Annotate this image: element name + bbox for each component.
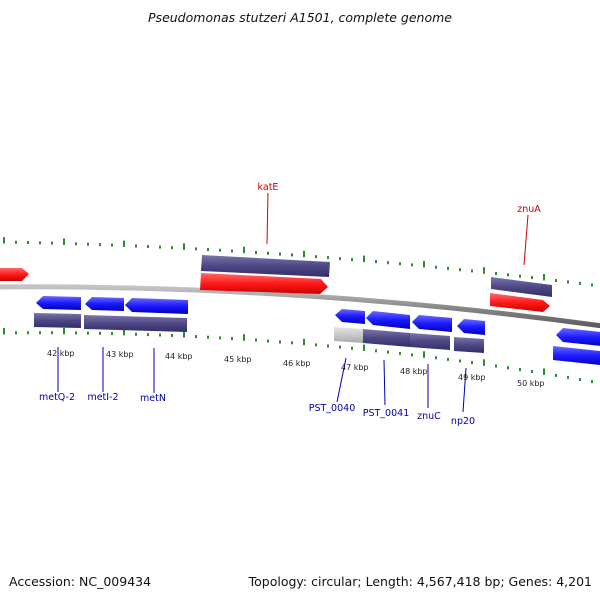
PST_0041-label-connector [383,359,386,406]
metQ-2-gene-arrow[interactable] [36,296,81,310]
znuC-label[interactable]: znuC [417,411,441,422]
scale-label-48kbp: 48 kbp [400,367,428,376]
metI-2-label[interactable]: metI-2 [87,392,118,403]
genome-backbone [0,284,600,329]
znuA-cds-bar[interactable] [491,277,552,297]
znuC-gene-arrow[interactable] [412,315,452,332]
PST_0041-cds-bar[interactable] [363,329,410,347]
accession-text: Accession: NC_009434 [9,574,151,589]
np20-label-connector [462,367,467,413]
metN-gene-arrow[interactable] [125,298,188,314]
reverse-gene-bar-right[interactable] [553,346,600,366]
scale-label-44kbp: 44 kbp [165,352,193,361]
genome-summary-text: Topology: circular; Length: 4,567,418 bp… [248,574,592,589]
PST_0041-label[interactable]: PST_0041 [363,408,410,419]
znuA-label-connector [523,214,529,266]
reverse-gene-arrow-right[interactable] [556,328,600,347]
np20-label[interactable]: np20 [451,416,475,427]
metI-2-gene-arrow[interactable] [85,297,124,311]
katE-cds-bar[interactable] [201,255,330,277]
np20-gene-arrow[interactable] [457,319,485,335]
scale-label-42kbp: 42 kbp [47,349,75,358]
metQ-2-label[interactable]: metQ-2 [39,392,75,403]
znuA-label[interactable]: znuA [517,204,541,215]
pseudo-cds-bar[interactable] [334,327,363,343]
znuA-gene-arrow[interactable] [490,293,550,312]
metQ-2-cds-bar[interactable] [34,313,81,328]
katE-gene-arrow[interactable] [200,273,328,294]
katE-label[interactable]: katE [258,182,279,193]
lower-tick-row [3,327,593,384]
PST_0040-label[interactable]: PST_0040 [309,403,356,414]
scale-label-43kbp: 43 kbp [106,350,134,359]
scale-label-50kbp: 50 kbp [517,379,545,388]
katE-label-connector [266,192,269,245]
map-title: Pseudomonas stutzeri A1501, complete gen… [148,10,452,25]
scale-label-45kbp: 45 kbp [224,355,252,364]
PST_0040-gene-arrow[interactable] [335,309,365,324]
scale-label-49kbp: 49 kbp [458,373,486,382]
metN-label[interactable]: metN [140,393,166,404]
forward-gene-arrow[interactable] [0,268,29,281]
scale-label-46kbp: 46 kbp [283,359,311,368]
znuC-cds-bar[interactable] [410,333,450,350]
metI-2-metN-cds-bar[interactable] [84,315,187,332]
PST_0040-label-connector [336,357,347,403]
scale-label-47kbp: 47 kbp [341,363,369,372]
upper-tick-row [3,237,593,287]
np20-cds-bar[interactable] [454,337,484,353]
PST_0041-gene-arrow[interactable] [366,311,410,329]
